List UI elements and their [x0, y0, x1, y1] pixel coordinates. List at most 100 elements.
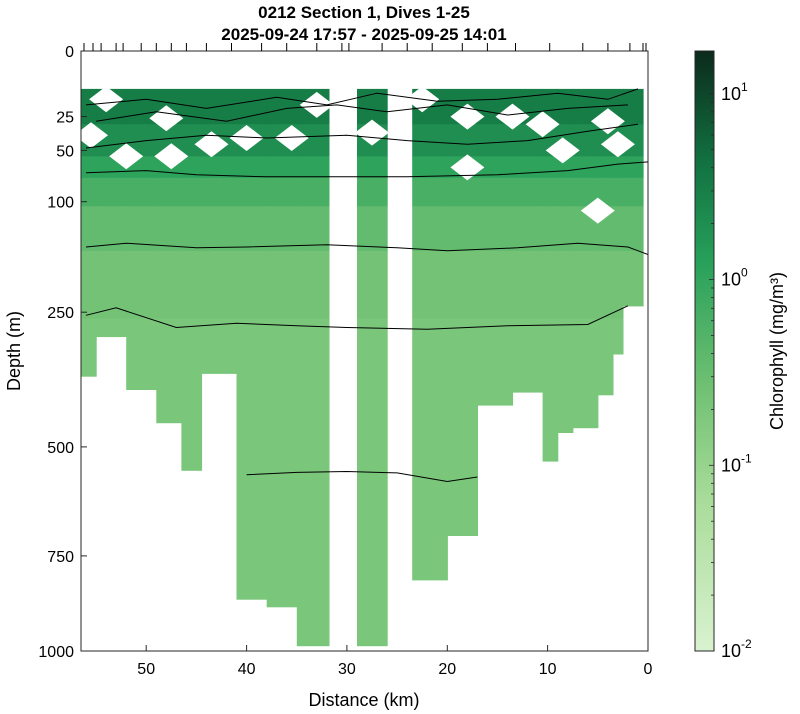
field-cell — [126, 177, 157, 207]
x-tick-label: 20 — [438, 661, 456, 678]
field-cell — [542, 250, 559, 319]
field-cell — [412, 177, 448, 207]
field-cell — [572, 250, 599, 319]
contour-line — [85, 88, 639, 109]
field-cell — [156, 250, 182, 319]
field-cell — [357, 177, 388, 207]
field-cell — [96, 177, 127, 207]
field-cell — [447, 206, 478, 252]
missing-data-patch — [299, 91, 334, 118]
field-cell — [477, 206, 514, 252]
field-cell — [557, 250, 574, 319]
contour-line — [246, 470, 478, 483]
colorbar — [694, 50, 715, 652]
y-tick-label: 500 — [47, 440, 74, 457]
field-cell — [597, 318, 614, 396]
field-cell — [126, 250, 157, 319]
field-cell — [81, 318, 97, 377]
field-cell — [126, 318, 157, 390]
y-tick-label: 0 — [65, 44, 74, 61]
field-cell — [612, 88, 624, 125]
field-cell — [236, 206, 268, 252]
y-tick-label: 250 — [47, 305, 74, 322]
field-cell — [156, 206, 182, 252]
missing-data-patch — [274, 125, 309, 151]
plot-frame — [80, 50, 649, 652]
field-cell — [412, 124, 448, 157]
field-cell — [266, 318, 298, 608]
missing-data-patch — [525, 111, 560, 138]
missing-data-patch — [109, 143, 144, 170]
missing-data-patch — [600, 131, 635, 158]
field-cell — [412, 318, 448, 581]
chart-subtitle: 2025-09-24 17:57 - 2025-09-25 14:01 — [221, 25, 506, 44]
contour-lines — [85, 88, 648, 483]
y-tick-label: 1000 — [38, 644, 74, 661]
field-cell — [296, 250, 330, 319]
field-cell — [201, 250, 238, 319]
field-cell — [236, 318, 268, 600]
field-cell — [512, 250, 544, 319]
field-cell — [181, 206, 203, 252]
y-tick-label: 750 — [47, 549, 74, 566]
field-cell — [296, 206, 330, 252]
field-cell — [572, 318, 599, 429]
field-cell — [622, 88, 644, 125]
field-cell — [542, 177, 559, 207]
field-cell — [296, 156, 330, 179]
field-cell — [201, 156, 238, 179]
field-cell — [201, 318, 238, 374]
field-cell — [156, 177, 182, 207]
field-cell — [622, 177, 644, 207]
field-cell — [542, 206, 559, 252]
y-axis-ticks: 0 25 50 100 250 500 750 1000 — [38, 44, 87, 661]
x-axis-label: Distance (km) — [308, 690, 419, 710]
field-cell — [181, 250, 203, 319]
field-cell — [512, 177, 544, 207]
missing-data-patch — [154, 143, 189, 170]
field-cell — [622, 206, 644, 252]
contour-line — [85, 305, 629, 330]
field-cell — [96, 318, 127, 338]
field-cell — [236, 250, 268, 319]
y-tick-label: 50 — [56, 143, 74, 160]
field-cell — [296, 177, 330, 207]
field-cell — [597, 177, 614, 207]
field-cell — [622, 250, 644, 307]
field-cell — [477, 318, 514, 406]
field-cell — [412, 156, 448, 179]
field-cell — [96, 250, 127, 319]
field-cell — [236, 156, 268, 179]
field-cell — [557, 88, 574, 125]
field-cell — [81, 177, 97, 207]
missing-data-patch — [81, 122, 108, 149]
x-tick-label: 50 — [137, 661, 155, 678]
missing-data-patch — [545, 137, 580, 164]
field-cell — [156, 318, 182, 424]
field-cell — [236, 88, 268, 125]
missing-data-patch — [229, 125, 264, 151]
field-cell — [412, 250, 448, 319]
field-cell — [612, 318, 624, 355]
field-cell — [512, 206, 544, 252]
field-cell — [201, 206, 238, 252]
x-tick-label: 40 — [238, 661, 256, 678]
colorbar-tick-label: 10-2 — [721, 637, 752, 661]
field-cell — [266, 88, 298, 125]
field-cell — [612, 206, 624, 252]
field-cell — [557, 206, 574, 252]
contour-line — [85, 242, 648, 255]
y-tick-label: 100 — [47, 195, 74, 212]
x-axis-ticks: 50 40 30 20 10 0 — [137, 645, 653, 678]
field-cell — [266, 156, 298, 179]
field-cell — [477, 156, 514, 179]
chlorophyll-field — [81, 88, 644, 647]
field-cell — [597, 156, 614, 179]
field-cell — [597, 250, 614, 319]
colorbar-tick-label: 10-1 — [721, 451, 752, 475]
field-cell — [542, 156, 559, 179]
field-cell — [357, 88, 388, 125]
field-cell — [557, 318, 574, 433]
field-cell — [477, 177, 514, 207]
missing-data-patch — [495, 103, 530, 130]
